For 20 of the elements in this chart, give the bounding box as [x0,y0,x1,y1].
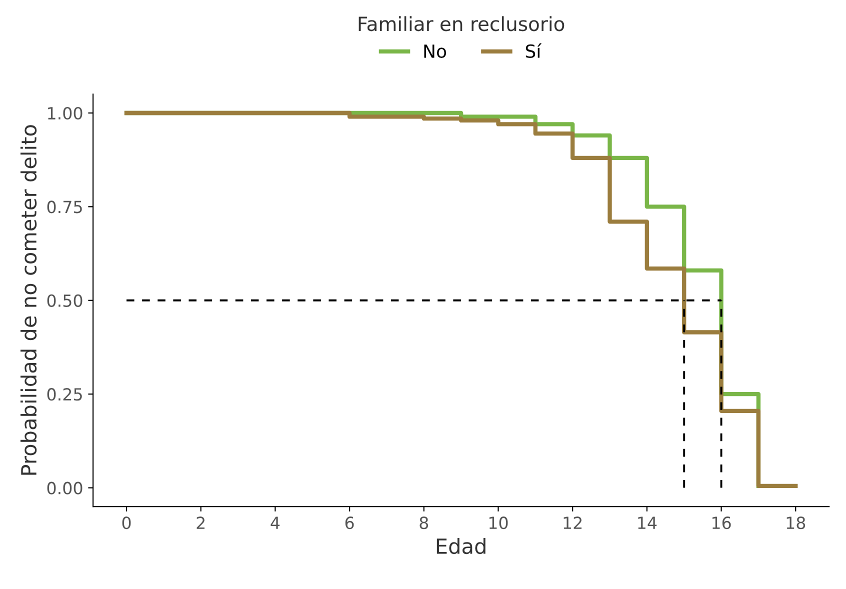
x-tick-label: 14 [638,516,657,529]
legend-title: Familiar en reclusorio [358,16,564,32]
x-tick-label: 6 [345,516,354,530]
x-tick-label: 2 [196,516,204,529]
y-tick-label: 0.50 [47,294,82,307]
y-tick-label: 0.00 [47,482,82,494]
x-tick-label: 18 [786,516,806,530]
y-tick-label: 0.75 [47,200,82,214]
legend-label: No [424,44,446,58]
y-tick-label: 0.25 [47,388,82,401]
legend-label: Sí [526,43,542,58]
y-axis-title: Probabilidad de no cometer delito [20,125,37,475]
x-tick-label: 0 [122,516,131,530]
x-tick-label: 12 [564,516,582,529]
y-tick-label: 1.00 [48,106,82,120]
x-tick-label: 10 [489,516,508,530]
x-axis-title: Edad [436,538,486,554]
x-tick-label: 8 [420,516,428,530]
x-tick-label: 4 [270,516,280,529]
x-tick-label: 16 [712,516,731,530]
